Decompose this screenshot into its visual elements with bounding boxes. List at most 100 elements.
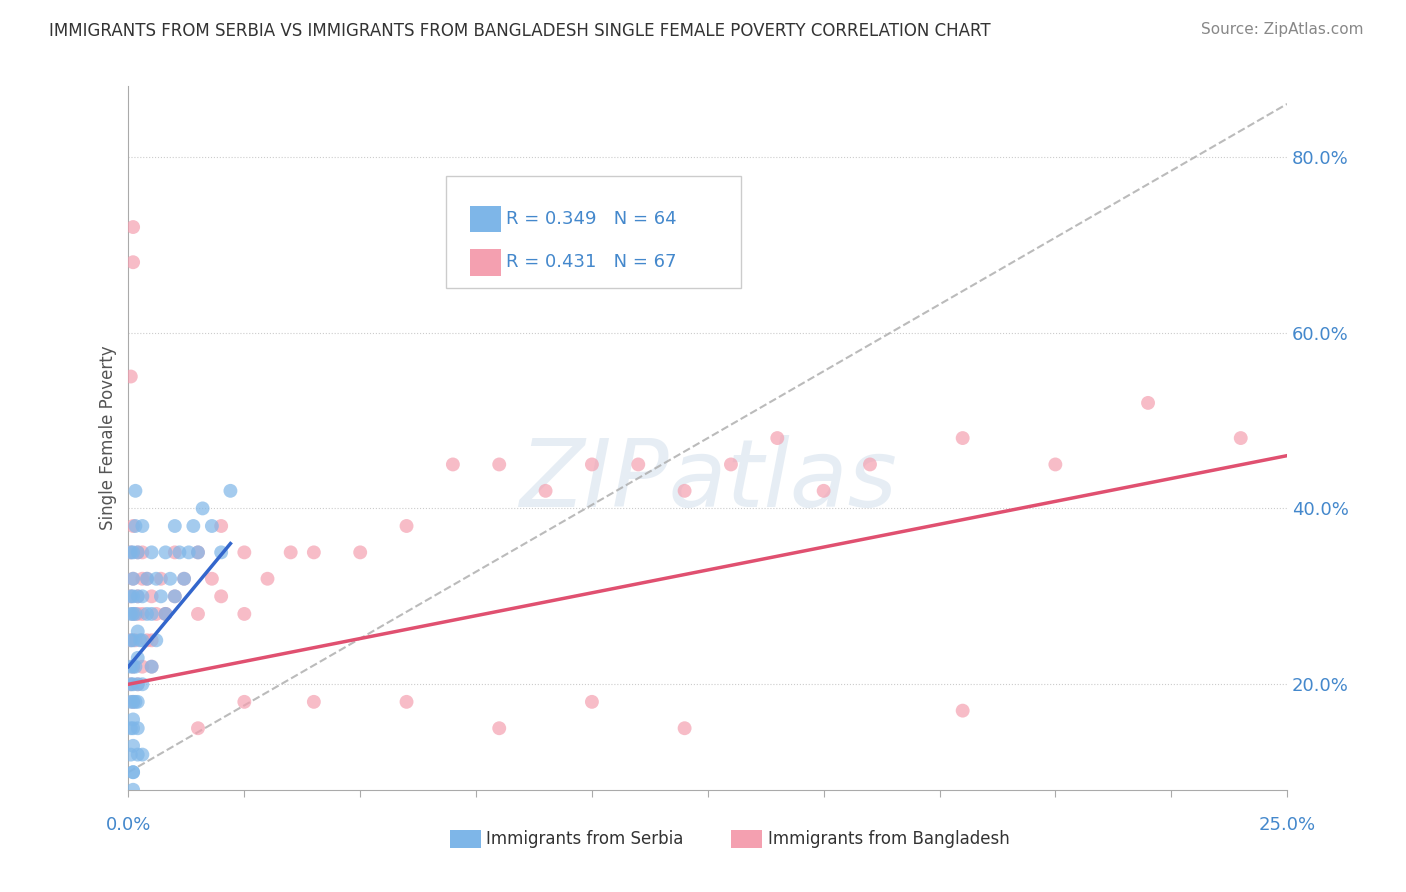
Point bbox=[155, 607, 177, 621]
Point bbox=[122, 255, 145, 269]
Point bbox=[122, 782, 145, 797]
Point bbox=[127, 624, 149, 639]
Point bbox=[136, 607, 159, 621]
Text: Immigrants from Bangladesh: Immigrants from Bangladesh bbox=[768, 830, 1010, 847]
Point bbox=[163, 545, 186, 559]
Point bbox=[122, 572, 145, 586]
Point bbox=[122, 713, 145, 727]
Point bbox=[149, 590, 172, 604]
Point bbox=[127, 721, 149, 735]
Point bbox=[155, 607, 177, 621]
Point bbox=[256, 572, 278, 586]
Point bbox=[349, 545, 371, 559]
Point bbox=[124, 695, 146, 709]
Point bbox=[127, 695, 149, 709]
Point bbox=[1229, 431, 1251, 445]
Point bbox=[122, 590, 145, 604]
Point bbox=[120, 633, 142, 648]
Point bbox=[131, 607, 153, 621]
Point bbox=[122, 765, 145, 780]
Point bbox=[187, 545, 209, 559]
Point bbox=[534, 483, 557, 498]
Point bbox=[122, 633, 145, 648]
Text: 25.0%: 25.0% bbox=[1258, 816, 1316, 834]
Point bbox=[952, 431, 974, 445]
Point bbox=[124, 483, 146, 498]
Point bbox=[163, 590, 186, 604]
Point bbox=[173, 572, 195, 586]
Point bbox=[169, 545, 191, 559]
Point bbox=[141, 633, 163, 648]
Point bbox=[859, 458, 882, 472]
Text: Source: ZipAtlas.com: Source: ZipAtlas.com bbox=[1201, 22, 1364, 37]
Point bbox=[233, 695, 256, 709]
Point bbox=[1137, 396, 1160, 410]
Point bbox=[120, 677, 142, 691]
Point bbox=[120, 695, 142, 709]
Point bbox=[122, 695, 145, 709]
Point bbox=[145, 572, 167, 586]
Point bbox=[122, 607, 145, 621]
Point bbox=[131, 747, 153, 762]
Point bbox=[813, 483, 835, 498]
Point bbox=[173, 572, 195, 586]
Point bbox=[124, 607, 146, 621]
Point bbox=[127, 677, 149, 691]
Point bbox=[183, 519, 205, 533]
Point bbox=[209, 545, 232, 559]
Point bbox=[1045, 458, 1067, 472]
Point bbox=[122, 765, 145, 780]
Point bbox=[122, 572, 145, 586]
Point bbox=[302, 545, 325, 559]
Point bbox=[120, 633, 142, 648]
Point bbox=[131, 590, 153, 604]
Point bbox=[127, 545, 149, 559]
Point bbox=[120, 590, 142, 604]
Point bbox=[127, 677, 149, 691]
Point bbox=[209, 519, 232, 533]
Text: ZIPatlas: ZIPatlas bbox=[519, 434, 897, 525]
Point bbox=[149, 572, 172, 586]
Point bbox=[233, 607, 256, 621]
Text: R = 0.431   N = 67: R = 0.431 N = 67 bbox=[506, 253, 676, 271]
Point bbox=[163, 519, 186, 533]
Point bbox=[141, 590, 163, 604]
Point bbox=[127, 651, 149, 665]
Point bbox=[120, 677, 142, 691]
Point bbox=[120, 721, 142, 735]
Point bbox=[131, 659, 153, 673]
Point bbox=[136, 572, 159, 586]
Point bbox=[127, 607, 149, 621]
Point bbox=[395, 695, 418, 709]
Point bbox=[122, 721, 145, 735]
Point bbox=[201, 519, 224, 533]
Point bbox=[163, 590, 186, 604]
Point bbox=[177, 545, 200, 559]
Point bbox=[155, 607, 177, 621]
Text: IMMIGRANTS FROM SERBIA VS IMMIGRANTS FROM BANGLADESH SINGLE FEMALE POVERTY CORRE: IMMIGRANTS FROM SERBIA VS IMMIGRANTS FRO… bbox=[49, 22, 991, 40]
Point bbox=[131, 545, 153, 559]
Point bbox=[145, 633, 167, 648]
Point bbox=[952, 704, 974, 718]
Point bbox=[120, 747, 142, 762]
Point bbox=[122, 677, 145, 691]
Point bbox=[673, 721, 696, 735]
Point bbox=[766, 431, 789, 445]
Point bbox=[141, 659, 163, 673]
Point bbox=[720, 458, 742, 472]
Point bbox=[201, 572, 224, 586]
Text: Immigrants from Serbia: Immigrants from Serbia bbox=[486, 830, 683, 847]
Point bbox=[120, 659, 142, 673]
Point bbox=[127, 747, 149, 762]
Point bbox=[129, 633, 152, 648]
Point bbox=[209, 590, 232, 604]
Point bbox=[131, 519, 153, 533]
Point bbox=[122, 545, 145, 559]
Point bbox=[136, 572, 159, 586]
Point bbox=[581, 458, 603, 472]
Point bbox=[187, 607, 209, 621]
Point bbox=[127, 545, 149, 559]
Point bbox=[122, 519, 145, 533]
Point bbox=[141, 659, 163, 673]
Point bbox=[488, 458, 510, 472]
